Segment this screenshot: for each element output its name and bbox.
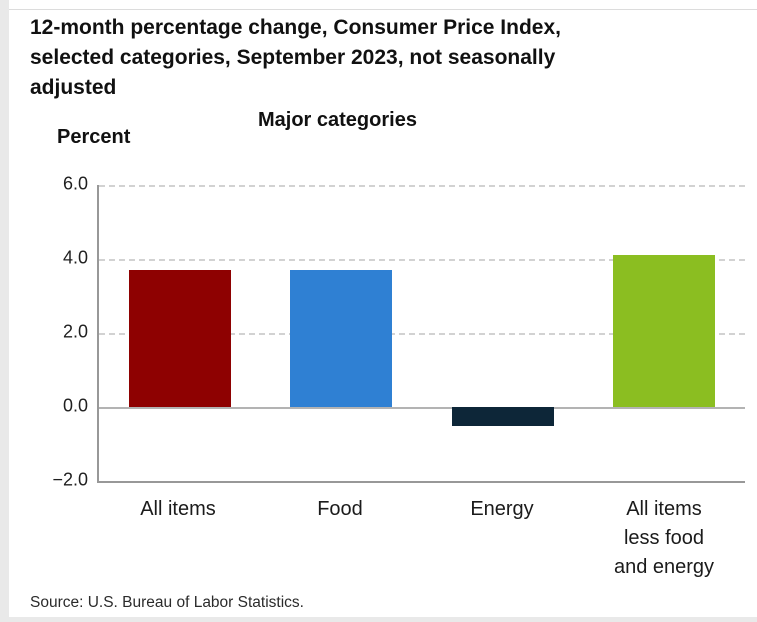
bar-all-items <box>613 255 716 407</box>
gridline <box>99 259 745 261</box>
chart-area: 6.0 4.0 2.0 0.0 −2.0 <box>0 174 745 490</box>
bar-all-items <box>128 270 231 407</box>
bar-food <box>290 270 393 407</box>
bar-slot <box>584 185 746 481</box>
x-axis-label: All items less food and energy <box>613 498 715 578</box>
zero-line <box>99 407 745 409</box>
source-note: Source: U.S. Bureau of Labor Statistics. <box>30 594 304 611</box>
left-gutter <box>0 0 9 622</box>
plot-area <box>97 185 745 483</box>
y-tick-label: 0.0 <box>62 395 88 416</box>
bar-slot <box>422 185 584 481</box>
y-tick-label: 4.0 <box>62 247 88 268</box>
y-tick-label: 2.0 <box>62 321 88 342</box>
x-axis-label: Energy <box>470 498 534 520</box>
gridline <box>99 333 745 335</box>
x-axis-label: All items <box>140 498 216 520</box>
top-border-line <box>9 9 757 10</box>
bar-slot <box>99 185 261 481</box>
chart-heading: 12-month percentage change, Consumer Pri… <box>30 16 561 99</box>
gridline <box>99 185 745 187</box>
y-tick-label: 6.0 <box>62 173 88 194</box>
x-axis-label: Food <box>317 498 363 520</box>
x-labels: All items Food Energy All items less food a… <box>97 495 745 582</box>
y-axis-title: Percent <box>57 126 131 148</box>
bar-slot <box>261 185 423 481</box>
y-axis-labels: 6.0 4.0 2.0 0.0 −2.0 <box>0 174 88 490</box>
chart-title: Major categories <box>258 109 417 131</box>
y-tick-label: −2.0 <box>52 469 88 490</box>
bar-energy <box>451 407 554 426</box>
bars <box>99 185 745 481</box>
bottom-gutter <box>0 617 757 622</box>
